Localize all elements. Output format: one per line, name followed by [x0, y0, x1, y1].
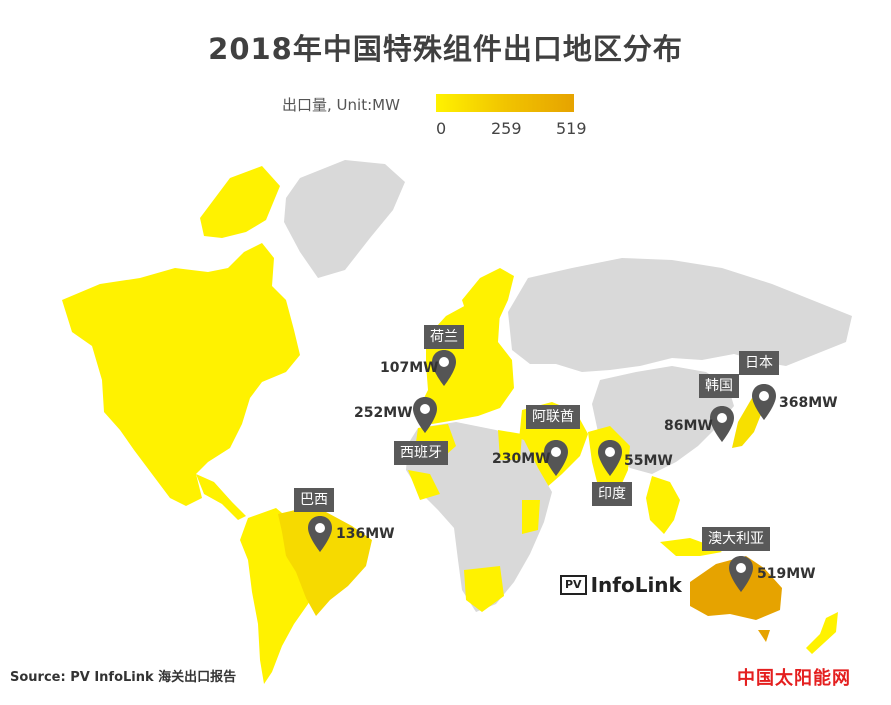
map-pin-icon[interactable]: [308, 516, 332, 552]
map-pin-icon[interactable]: [710, 406, 734, 442]
region-tasmania: [758, 630, 770, 642]
map-title: 2018年中国特殊组件出口地区分布: [208, 32, 683, 66]
legend-tick-min: 0: [436, 119, 447, 138]
region-southern-africa: [464, 566, 504, 612]
region-egypt: [498, 430, 522, 460]
region-north-america: [62, 243, 300, 506]
infolink-logo: PV InfoLink: [560, 573, 682, 597]
region-central-america: [196, 474, 246, 520]
watermark: 中国太阳能网: [737, 668, 851, 689]
marker-label-brazil: 巴西: [294, 488, 334, 512]
legend-tick-mid: 259: [491, 119, 522, 138]
marker-value-brazil: 136MW: [336, 526, 395, 542]
marker-value-japan: 368MW: [779, 395, 838, 411]
marker-label-korea: 韩国: [699, 374, 739, 398]
marker-label-australia: 澳大利亚: [702, 527, 770, 551]
region-russia: [508, 258, 852, 372]
marker-label-japan: 日本: [739, 351, 779, 375]
map-pin-icon[interactable]: [544, 440, 568, 476]
region-southeast-asia: [646, 476, 680, 534]
region-scandinavia: [462, 268, 514, 338]
region-new-zealand: [806, 612, 838, 654]
marker-value-korea: 86MW: [664, 418, 713, 434]
region-arctic-islands: [200, 166, 280, 238]
map-pin-icon[interactable]: [729, 556, 753, 592]
marker-value-india: 55MW: [624, 453, 673, 469]
logo-text: InfoLink: [590, 573, 682, 597]
marker-label-netherlands: 荷兰: [424, 325, 464, 349]
map-pin-icon[interactable]: [598, 440, 622, 476]
source-note: Source: PV InfoLink 海关出口报告: [10, 670, 237, 685]
map-pin-icon[interactable]: [413, 397, 437, 433]
region-australia: [690, 556, 782, 620]
legend-color-bar: [436, 94, 574, 112]
region-japan: [732, 398, 762, 448]
world-map: [62, 160, 852, 684]
region-africa: [406, 422, 552, 612]
marker-value-netherlands: 107MW: [380, 360, 439, 376]
marker-label-spain: 西班牙: [394, 441, 448, 465]
legend-label: 出口量, Unit:MW: [282, 96, 400, 114]
marker-label-uae: 阿联酋: [526, 405, 580, 429]
marker-value-spain: 252MW: [354, 405, 413, 421]
region-indonesia: [660, 538, 722, 556]
region-east-africa: [522, 500, 540, 534]
legend-tick-max: 519: [556, 119, 587, 138]
marker-value-australia: 519MW: [757, 566, 816, 582]
region-south-america: [240, 508, 324, 684]
region-greenland: [284, 160, 405, 278]
map-pin-icon[interactable]: [752, 384, 776, 420]
region-brazil: [278, 508, 372, 616]
marker-value-uae: 230MW: [492, 451, 551, 467]
marker-label-india: 印度: [592, 482, 632, 506]
logo-pv-box: PV: [560, 575, 587, 595]
region-west-africa: [408, 470, 440, 500]
map-pin-icon[interactable]: [432, 350, 456, 386]
